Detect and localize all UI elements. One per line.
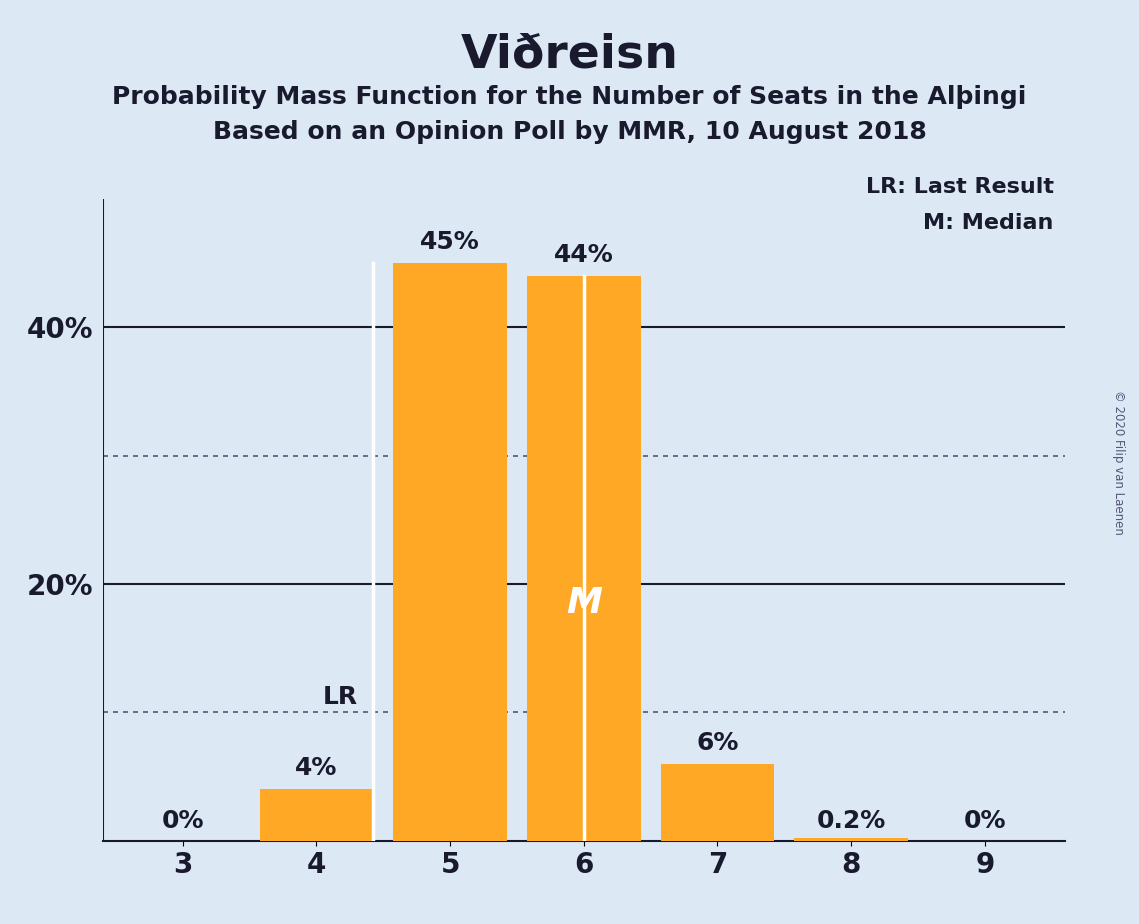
Text: LR: Last Result: LR: Last Result bbox=[866, 177, 1054, 198]
Text: Probability Mass Function for the Number of Seats in the Alþingi: Probability Mass Function for the Number… bbox=[113, 85, 1026, 109]
Text: Based on an Opinion Poll by MMR, 10 August 2018: Based on an Opinion Poll by MMR, 10 Augu… bbox=[213, 120, 926, 144]
Text: 45%: 45% bbox=[420, 230, 480, 254]
Text: 0%: 0% bbox=[964, 809, 1006, 833]
Text: M: Median: M: Median bbox=[924, 213, 1054, 233]
Bar bbox=[260, 789, 374, 841]
Bar bbox=[794, 838, 908, 841]
Text: Viðreisn: Viðreisn bbox=[460, 32, 679, 78]
Text: 6%: 6% bbox=[696, 731, 738, 755]
Text: LR: LR bbox=[323, 685, 358, 709]
Bar bbox=[393, 263, 507, 841]
Bar bbox=[661, 764, 775, 841]
Text: 4%: 4% bbox=[295, 757, 337, 781]
Text: 0.2%: 0.2% bbox=[817, 809, 886, 833]
Text: © 2020 Filip van Laenen: © 2020 Filip van Laenen bbox=[1112, 390, 1125, 534]
Text: 44%: 44% bbox=[554, 243, 614, 267]
Text: M: M bbox=[566, 587, 601, 621]
Bar bbox=[527, 275, 640, 841]
Text: 0%: 0% bbox=[162, 809, 204, 833]
